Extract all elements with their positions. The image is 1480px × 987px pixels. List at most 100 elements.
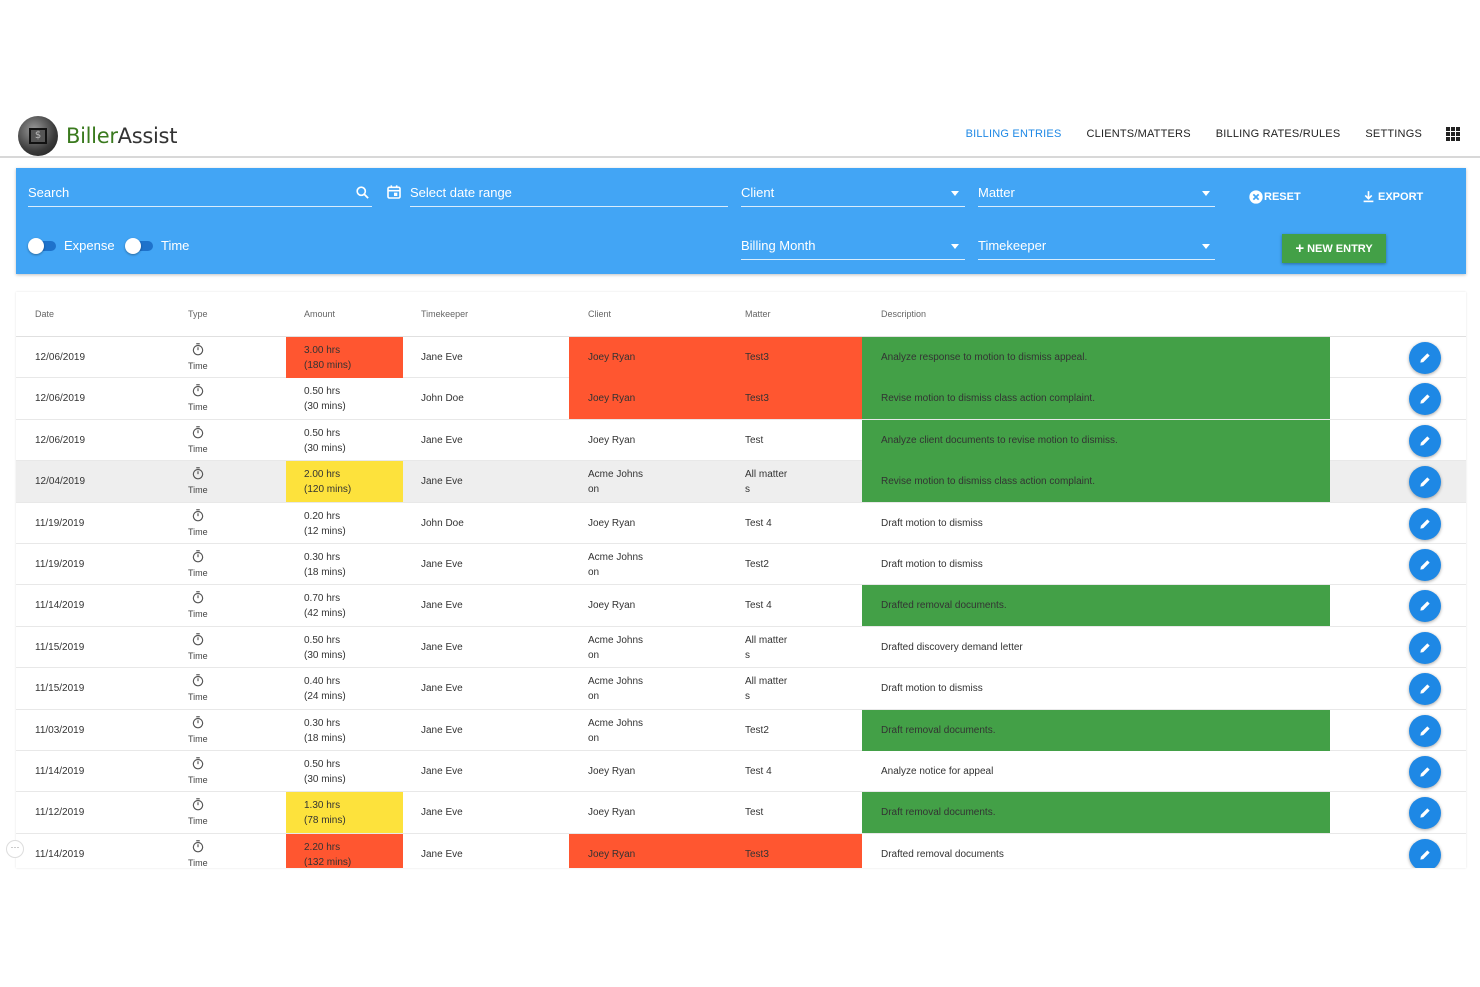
chevron-down-icon (1202, 244, 1210, 249)
stopwatch-icon (192, 467, 204, 480)
header-type[interactable]: Type (188, 309, 208, 319)
nav-billing-rates-rules[interactable]: BILLING RATES/RULES (1215, 128, 1341, 140)
timekeeper-cell: Jane Eve (421, 352, 463, 363)
client-cell: Joey Ryan (588, 352, 636, 363)
nav-billing-entries[interactable]: BILLING ENTRIES (965, 128, 1062, 140)
more-options-icon[interactable]: ··· (6, 840, 24, 858)
amount-minutes: (132 mins) (304, 856, 352, 868)
amount-hours: 0.70 hrs (304, 593, 341, 605)
table-row[interactable]: 11/15/2019 0.50 hrs (30 mins) Jane Eve Acme … (16, 627, 1466, 669)
table-row[interactable]: 11/19/2019 0.30 hrs (18 mins) Jane Eve Acme … (16, 544, 1466, 586)
edit-button[interactable] (1409, 549, 1441, 581)
amount-minutes: (18 mins) (304, 732, 346, 744)
timekeeper-cell: Jane Eve (421, 641, 463, 653)
header-amount[interactable]: Amount (304, 309, 336, 319)
description-highlight (862, 419, 1330, 461)
description-cell: Drafted removal documents. (881, 600, 1007, 612)
client-cell: Acme Johns (588, 469, 644, 481)
description-cell: Draft motion to dismiss (881, 683, 983, 695)
client-cell: Joey Ryan (588, 766, 636, 777)
table-row[interactable]: 12/06/2019 0.50 hrs (30 mins) John Doe Joey … (16, 378, 1466, 420)
apps-grid-icon[interactable] (1446, 127, 1460, 141)
description-highlight (862, 709, 1330, 751)
edit-button[interactable] (1409, 342, 1441, 374)
stopwatch-icon (192, 757, 204, 770)
table-row[interactable]: 11/15/2019 0.40 hrs (24 mins) Jane Eve Acme … (16, 668, 1466, 710)
table-row[interactable]: 11/14/2019 0.50 hrs (30 mins) Jane Eve Joey … (16, 751, 1466, 793)
matter-cell: All matter (745, 676, 788, 688)
edit-button[interactable] (1409, 466, 1441, 499)
edit-button[interactable] (1409, 756, 1441, 788)
billing-entries-table: Date Type Amount Timekeeper Client Matte… (16, 292, 1466, 868)
amount-hours: 0.50 hrs (304, 634, 341, 646)
edit-button[interactable] (1409, 631, 1441, 664)
header-description[interactable]: Description (881, 309, 927, 319)
header-timekeeper[interactable]: Timekeeper (421, 309, 469, 319)
description-cell: Draft motion to dismiss (881, 517, 983, 529)
matter-cell-wrap: s (745, 484, 750, 496)
billing-month-select[interactable]: Billing Month (741, 238, 816, 253)
stopwatch-icon (192, 343, 204, 356)
edit-button[interactable] (1409, 714, 1441, 747)
matter-cell: All matter (745, 634, 788, 646)
table-row[interactable]: 11/14/2019 2.20 hrs (132 mins) Jane Eve Joey… (16, 833, 1466, 868)
matter-cell: Test 4 (745, 517, 772, 529)
edit-button[interactable] (1409, 797, 1441, 830)
client-cell: Joey Ryan (588, 807, 636, 819)
nav-settings[interactable]: SETTINGS (1365, 128, 1422, 140)
description-cell: Analyze client documents to revise motio… (881, 434, 1118, 446)
timekeeper-select[interactable]: Timekeeper (978, 238, 1047, 253)
stopwatch-icon (192, 384, 204, 397)
nav-clients-matters[interactable]: CLIENTS/MATTERS (1086, 128, 1191, 140)
date-cell: 11/15/2019 (35, 641, 85, 653)
client-cell: Acme Johns (588, 552, 644, 563)
table-row[interactable]: 11/12/2019 1.30 hrs (78 mins) Jane Eve Joey … (16, 792, 1466, 834)
matter-cell: Test2 (745, 559, 769, 570)
reset-button[interactable]: RESET (1248, 189, 1301, 205)
edit-button[interactable] (1409, 507, 1441, 540)
logo: $ (18, 116, 58, 156)
expense-toggle-knob[interactable] (28, 238, 44, 254)
date-range-input[interactable]: Select date range (410, 185, 512, 200)
description-cell: Analyze notice for appeal (881, 766, 994, 777)
client-cell: Joey Ryan (588, 434, 636, 446)
header-date[interactable]: Date (35, 309, 55, 319)
timekeeper-cell: Jane Eve (421, 724, 463, 736)
time-toggle-knob[interactable] (125, 238, 141, 254)
table-row[interactable]: 12/06/2019 3.00 hrs (180 mins) Jane Eve Joey… (16, 337, 1466, 379)
table-row[interactable]: 11/03/2019 0.30 hrs (18 mins) Jane Eve Acme … (16, 709, 1466, 751)
header-client[interactable]: Client (588, 309, 612, 319)
edit-button[interactable] (1409, 590, 1441, 623)
date-cell: 11/19/2019 (35, 559, 85, 570)
stopwatch-icon (192, 632, 204, 646)
search-input[interactable]: Search (28, 185, 70, 200)
edit-pencil-icon (1420, 684, 1430, 694)
edit-button[interactable] (1409, 838, 1441, 868)
description-highlight (862, 585, 1330, 627)
header-matter[interactable]: Matter (745, 309, 771, 319)
client-select[interactable]: Client (741, 185, 775, 200)
date-cell: 12/04/2019 (35, 476, 86, 488)
type-label: Time (188, 733, 208, 744)
search-icon[interactable] (355, 185, 370, 200)
top-nav: BILLING ENTRIES CLIENTS/MATTERS BILLING … (941, 110, 1460, 158)
table-row[interactable]: 11/19/2019 0.20 hrs (12 mins) John Doe Joey … (16, 503, 1466, 544)
type-label: Time (188, 526, 208, 537)
export-button[interactable]: EXPORT (1362, 189, 1423, 204)
edit-pencil-icon (1420, 850, 1430, 860)
table-row[interactable]: 12/04/2019 2.00 hrs (120 mins) Jane Eve Acme… (16, 461, 1466, 503)
edit-button[interactable] (1409, 673, 1441, 706)
new-entry-button[interactable]: + NEW ENTRY (1282, 234, 1386, 263)
client-cell-wrap: on (588, 691, 600, 703)
matter-select[interactable]: Matter (978, 185, 1015, 200)
timekeeper-cell: Jane Eve (421, 559, 463, 570)
table-row[interactable]: 12/06/2019 0.50 hrs (30 mins) Jane Eve Joey … (16, 419, 1466, 462)
client-underline (741, 206, 965, 207)
timekeeper-cell: Jane Eve (421, 848, 463, 860)
edit-button[interactable] (1409, 424, 1441, 457)
calendar-icon[interactable] (386, 184, 402, 200)
edit-button[interactable] (1409, 383, 1441, 416)
matter-cell: Test 4 (745, 600, 772, 612)
matter-cell: Test (745, 434, 764, 446)
table-row[interactable]: 11/14/2019 0.70 hrs (42 mins) Jane Eve Joey … (16, 585, 1466, 627)
